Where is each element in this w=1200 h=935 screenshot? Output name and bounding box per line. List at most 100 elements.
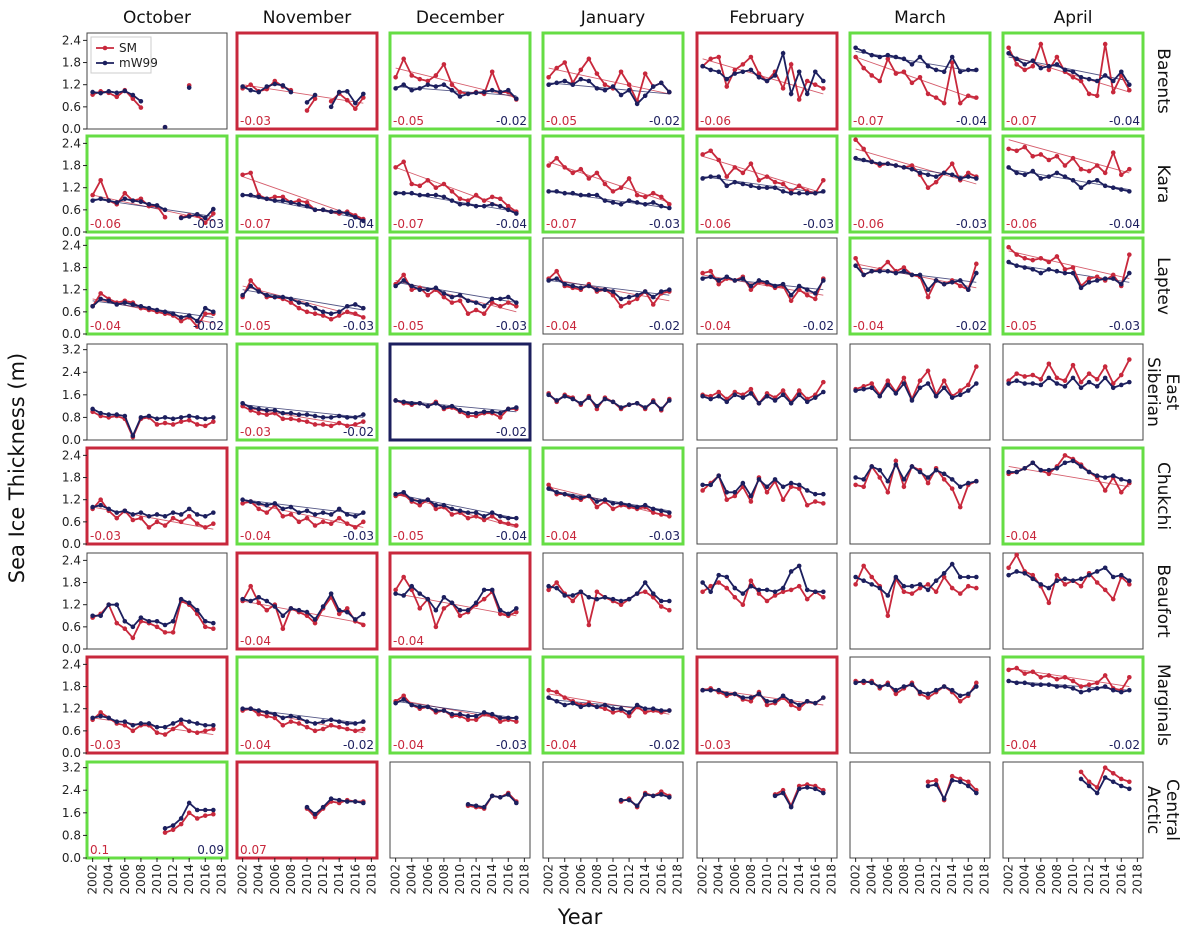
mw99-point <box>449 403 455 409</box>
mw99-point <box>578 285 584 291</box>
mw99-point <box>667 89 672 95</box>
mw99-point <box>312 512 318 517</box>
mw99-point <box>724 274 730 280</box>
mw99-point <box>594 192 600 198</box>
mw99-point <box>974 684 979 689</box>
sm-point <box>1046 259 1052 265</box>
sm-point <box>756 178 762 183</box>
mw99-point <box>178 512 184 517</box>
mw99-point <box>312 207 318 213</box>
sm-point <box>667 514 672 519</box>
mw99-point <box>296 202 302 207</box>
mw99-point <box>909 398 915 403</box>
legend-label: mW99 <box>119 56 158 70</box>
mw99-point <box>634 292 640 298</box>
sm-point <box>457 298 463 304</box>
mw99-point <box>748 695 754 700</box>
mw99-point <box>700 580 705 585</box>
sm-point <box>941 100 947 106</box>
mw99-point <box>1006 469 1011 475</box>
mw99-point <box>812 69 818 75</box>
mw99-point <box>732 179 738 185</box>
mw99-point <box>154 307 160 313</box>
mw99-line <box>855 157 977 180</box>
sm-point <box>586 176 592 181</box>
y-tick-label: 0.0 <box>62 122 81 136</box>
x-tick-label: 2004 <box>102 864 116 895</box>
sm-line <box>1008 246 1131 289</box>
sm-point <box>211 726 216 732</box>
sm-point <box>1006 146 1011 152</box>
mw99-point <box>393 700 398 706</box>
mw99-point <box>248 405 253 410</box>
mw99-point <box>949 477 955 482</box>
mw99-line <box>395 192 517 215</box>
mw99-line <box>395 491 517 520</box>
mw99-point <box>602 497 608 502</box>
mw99-point <box>1094 569 1100 574</box>
y-tick-label: 0.0 <box>62 433 81 447</box>
mw99-line <box>548 78 671 106</box>
region-label: Kara <box>1153 165 1173 204</box>
mw99-point <box>393 190 398 196</box>
mw99-point <box>885 682 891 687</box>
mw99-point <box>562 281 568 287</box>
mw99-point <box>570 593 576 598</box>
mw99-point <box>162 309 168 315</box>
sm-point <box>756 71 762 76</box>
mw99-line <box>548 487 670 514</box>
y-tick-label: 1.8 <box>62 680 81 694</box>
mw99-point <box>473 410 479 416</box>
sm-point <box>361 726 366 732</box>
sm-point <box>602 82 608 87</box>
mw99-point <box>256 595 262 600</box>
mw99-point <box>1127 82 1132 87</box>
sm-point <box>1102 488 1108 493</box>
sm-point <box>1118 172 1124 178</box>
sm-line <box>92 410 214 440</box>
sm-point <box>965 583 971 589</box>
sm-point <box>917 378 923 384</box>
y-tick-label: 1.2 <box>62 493 81 507</box>
sm-point <box>1094 93 1100 99</box>
sm-point <box>433 73 439 78</box>
sm-point <box>941 574 947 580</box>
sm-point <box>114 620 120 626</box>
mw99-point <box>1094 686 1100 691</box>
mw99-point <box>146 514 152 519</box>
mw99-point <box>933 67 939 73</box>
sm-point <box>1086 371 1092 376</box>
sm-point <box>650 595 656 600</box>
sm-point <box>170 422 176 427</box>
mw99-trend-value: -0.02 <box>496 114 527 128</box>
mw99-point <box>202 215 208 221</box>
mw99-point <box>130 624 136 630</box>
sm-point <box>700 270 705 276</box>
sm-point <box>211 626 216 631</box>
sm-point <box>554 155 559 161</box>
x-tick-label: 2014 <box>638 864 652 895</box>
sm-point <box>861 563 866 569</box>
mw99-point <box>194 211 200 217</box>
sm-point <box>748 578 754 583</box>
mw99-line <box>92 297 214 323</box>
mw99-point <box>505 294 511 300</box>
mw99-point <box>650 294 656 300</box>
sm-point <box>1110 272 1116 278</box>
sm-point <box>1014 148 1019 154</box>
mw99-point <box>122 413 128 419</box>
sm-point <box>1062 378 1068 384</box>
sm-line <box>702 149 825 195</box>
sm-point <box>304 419 310 424</box>
mw99-point <box>162 826 168 831</box>
sm-point <box>114 94 120 100</box>
mw99-point <box>202 416 208 422</box>
sm-point <box>1078 684 1084 689</box>
mw99-point <box>186 85 192 90</box>
sm-point <box>162 420 168 426</box>
sm-point <box>634 192 640 198</box>
sm-point <box>481 198 487 203</box>
mw99-point <box>489 87 495 93</box>
x-tick-label: 2004 <box>405 864 419 895</box>
panel: -0.07 -0.04 <box>235 134 379 234</box>
